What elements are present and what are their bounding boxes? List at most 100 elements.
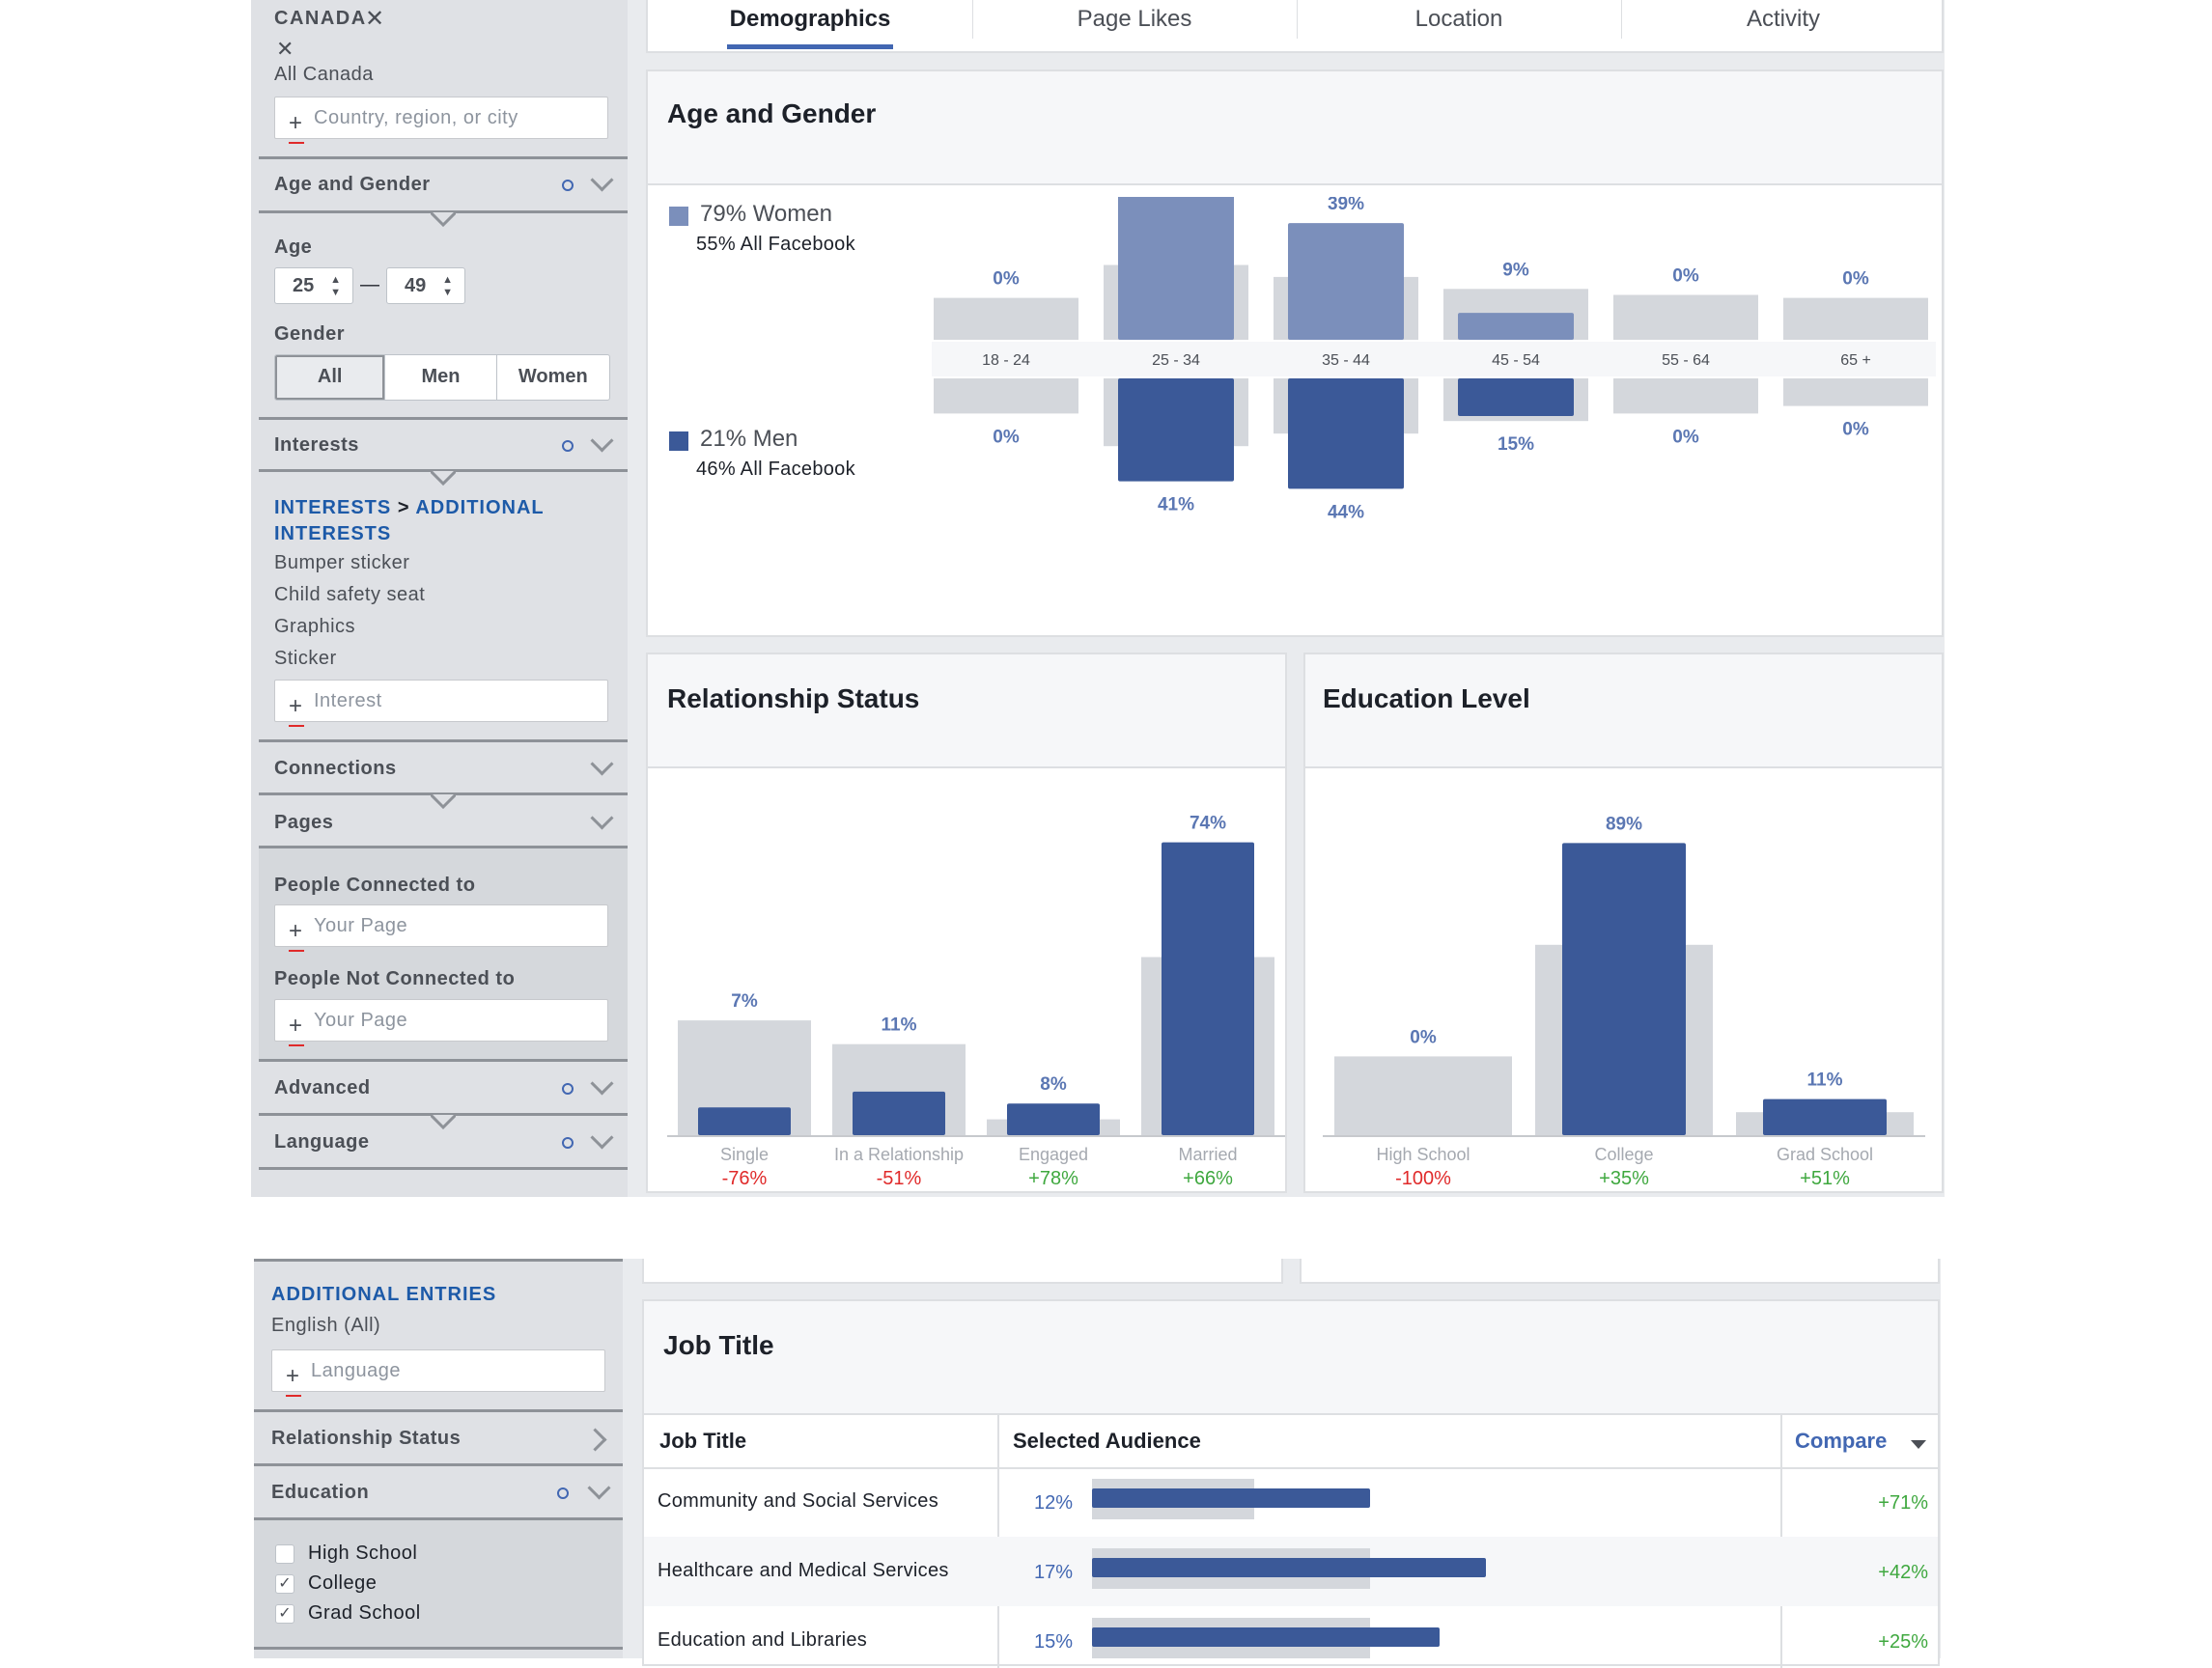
age-to-select[interactable]: 49 ▲ ▼ bbox=[386, 267, 465, 304]
job-title-cell: Education and Libraries bbox=[658, 1629, 868, 1651]
card-bottom-edge bbox=[642, 1259, 1283, 1284]
section-age-gender[interactable]: Age and Gender bbox=[274, 174, 431, 195]
age-from-value: 25 bbox=[293, 275, 315, 296]
chevron-right-icon[interactable] bbox=[583, 1428, 607, 1452]
chevron-down-icon[interactable] bbox=[590, 429, 614, 453]
chevron-down-icon[interactable] bbox=[590, 1126, 614, 1150]
active-filter-dot-icon bbox=[562, 440, 574, 452]
chevron-down-icon[interactable] bbox=[590, 1071, 614, 1096]
section-language[interactable]: Language bbox=[274, 1131, 370, 1153]
job-title-cell: Community and Social Services bbox=[658, 1490, 939, 1512]
women-bar bbox=[1458, 313, 1574, 340]
divider bbox=[254, 1259, 623, 1262]
college-checkbox[interactable]: ✓ bbox=[275, 1574, 294, 1594]
compare-dropdown[interactable]: Compare bbox=[1795, 1429, 1888, 1453]
location-input[interactable]: + Country, region, or city bbox=[274, 97, 608, 144]
divider bbox=[259, 469, 628, 472]
connected-page-input[interactable]: + Your Page bbox=[274, 904, 608, 952]
age-axis-band bbox=[932, 342, 1936, 376]
facebook-bar bbox=[1334, 1056, 1512, 1135]
gender-label: Gender bbox=[274, 323, 346, 345]
section-relationship-status[interactable]: Relationship Status bbox=[271, 1428, 462, 1449]
section-interests[interactable]: Interests bbox=[274, 434, 359, 456]
not-connected-page-input[interactable]: + Your Page bbox=[274, 999, 608, 1046]
men-percent-label: 15% bbox=[1498, 434, 1534, 455]
section-education[interactable]: Education bbox=[271, 1482, 370, 1503]
compare-value: +71% bbox=[1878, 1492, 1928, 1514]
interests-breadcrumb[interactable]: INTERESTS > ADDITIONAL INTERESTS bbox=[274, 495, 602, 547]
tab-page-likes[interactable]: Page Likes bbox=[1077, 6, 1192, 32]
chevron-down-icon[interactable] bbox=[590, 806, 614, 830]
education-panel bbox=[254, 1520, 623, 1647]
interest-item[interactable]: Graphics bbox=[274, 616, 356, 637]
women-all-facebook: 55% All Facebook bbox=[696, 234, 855, 255]
crumb-separator: > bbox=[397, 497, 410, 518]
divider bbox=[259, 792, 628, 795]
women-legend-swatch bbox=[669, 207, 688, 226]
chevron-down-icon[interactable] bbox=[587, 1476, 611, 1500]
language-input[interactable]: + Language bbox=[271, 1349, 605, 1397]
active-filter-dot-icon bbox=[562, 1083, 574, 1095]
interest-item[interactable]: Child safety seat bbox=[274, 584, 426, 605]
caret-down-icon[interactable] bbox=[1911, 1440, 1926, 1449]
gender-men-button[interactable]: Men bbox=[384, 355, 495, 400]
audience-row-bar bbox=[1092, 1558, 1486, 1577]
interest-input[interactable]: + Interest bbox=[274, 680, 608, 727]
additional-entries-label[interactable]: ADDITIONAL ENTRIES bbox=[271, 1284, 497, 1305]
audience-percent: 15% bbox=[1033, 1631, 1073, 1653]
active-filter-dot-icon bbox=[562, 180, 574, 191]
bar-category-label: Single bbox=[720, 1145, 769, 1164]
filter-sidebar: CANADA ✕ ✕ All Canada + Country, region,… bbox=[251, 0, 628, 1197]
grad-school-checkbox[interactable]: ✓ bbox=[275, 1604, 294, 1624]
education-option[interactable]: Grad School bbox=[308, 1602, 421, 1624]
interests-crumb[interactable]: INTERESTS bbox=[274, 497, 392, 518]
bar-percent-label: 8% bbox=[1040, 1074, 1067, 1095]
remove-location-icon[interactable]: ✕ bbox=[276, 37, 294, 61]
gender-all-button[interactable]: All bbox=[275, 355, 385, 400]
interest-item[interactable]: Sticker bbox=[274, 648, 337, 669]
audience-row-bar bbox=[1092, 1627, 1440, 1647]
bar-percent-label: 7% bbox=[731, 991, 758, 1012]
high-school-checkbox[interactable] bbox=[275, 1544, 294, 1564]
age-category-label: 55 - 64 bbox=[1662, 352, 1710, 369]
men-legend-swatch bbox=[669, 431, 688, 451]
add-icon: + bbox=[286, 1356, 301, 1397]
tab-demographics[interactable]: Demographics bbox=[729, 6, 891, 32]
section-pages[interactable]: Pages bbox=[274, 812, 334, 833]
page-placeholder: Your Page bbox=[314, 1010, 408, 1031]
additional-interests-crumb[interactable]: ADDITIONAL INTERESTS bbox=[274, 497, 545, 544]
location-scope: All Canada bbox=[274, 64, 374, 85]
chevron-down-icon[interactable] bbox=[590, 168, 614, 192]
bar-percent-label: 89% bbox=[1606, 814, 1642, 834]
tab-separator bbox=[972, 0, 973, 39]
interest-item[interactable]: Bumper sticker bbox=[274, 552, 410, 573]
column-job-title: Job Title bbox=[659, 1429, 747, 1453]
age-dash: — bbox=[360, 274, 380, 295]
age-category-label: 35 - 44 bbox=[1322, 352, 1370, 369]
men-percent-label: 0% bbox=[1672, 427, 1699, 447]
age-category-label: 18 - 24 bbox=[982, 352, 1030, 369]
tab-bar: Demographics Page Likes Location Activit… bbox=[646, 0, 1944, 53]
tab-activity[interactable]: Activity bbox=[1746, 6, 1820, 32]
age-category-label: 45 - 54 bbox=[1492, 352, 1540, 369]
section-connections[interactable]: Connections bbox=[274, 758, 397, 779]
education-option[interactable]: High School bbox=[308, 1543, 418, 1564]
active-filter-dot-icon bbox=[562, 1137, 574, 1149]
audience-bar bbox=[853, 1091, 945, 1135]
tab-location[interactable]: Location bbox=[1414, 6, 1503, 32]
section-advanced[interactable]: Advanced bbox=[274, 1077, 371, 1098]
remove-country-icon[interactable]: ✕ bbox=[365, 6, 385, 32]
language-placeholder: Language bbox=[311, 1360, 401, 1381]
facebook-men-bar bbox=[1613, 378, 1758, 414]
audience-row-bar bbox=[1092, 1488, 1370, 1508]
divider bbox=[259, 739, 628, 742]
gender-women-button[interactable]: Women bbox=[495, 355, 609, 400]
education-option[interactable]: College bbox=[308, 1572, 378, 1594]
section-notch bbox=[431, 212, 456, 228]
age-category-label: 65 + bbox=[1840, 352, 1871, 369]
women-legend: 79% Women bbox=[700, 201, 832, 227]
job-title-cell: Healthcare and Medical Services bbox=[658, 1560, 949, 1581]
chevron-down-icon[interactable] bbox=[590, 752, 614, 776]
age-from-select[interactable]: 25 ▲ ▼ bbox=[274, 267, 353, 304]
